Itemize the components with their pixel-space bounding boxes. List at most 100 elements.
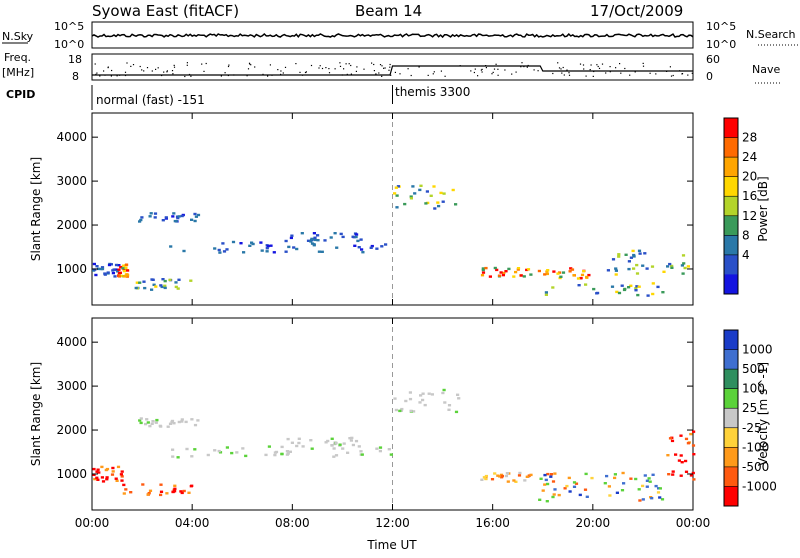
data-cell [631, 249, 635, 253]
data-cell [596, 291, 600, 295]
data-cell [574, 482, 579, 485]
data-cell [349, 439, 353, 442]
data-cell [169, 245, 173, 248]
data-cell [180, 491, 184, 495]
nave-point [325, 67, 327, 69]
nave-point [130, 65, 132, 67]
data-cell [182, 249, 186, 253]
nave-point [157, 67, 159, 69]
nave-point [609, 71, 611, 73]
data-cell [177, 278, 181, 281]
nave-point [163, 71, 165, 73]
data-cell [126, 269, 130, 272]
data-cell [100, 266, 105, 269]
data-cell [310, 242, 315, 245]
data-cell [553, 472, 557, 475]
data-cell [632, 267, 636, 270]
data-cell [638, 252, 642, 255]
nave-point [356, 66, 358, 68]
data-cell [295, 444, 299, 448]
colorbar-tick-label: -25 [742, 421, 762, 435]
nave-point [493, 68, 496, 70]
data-cell [624, 253, 628, 256]
data-cell [350, 436, 354, 440]
data-cell [259, 241, 263, 244]
data-cell [583, 488, 588, 491]
data-cell [174, 220, 178, 223]
data-cell [173, 487, 177, 490]
data-cell [148, 489, 153, 492]
data-cell [119, 274, 123, 277]
nave-point [99, 75, 101, 77]
data-cell [357, 246, 361, 249]
data-cell [680, 461, 684, 464]
data-cell [120, 475, 124, 478]
data-cell [93, 477, 97, 481]
data-cell [412, 410, 416, 413]
data-cell [396, 185, 400, 188]
nave-point [201, 63, 203, 65]
velocity-colorbar-label: Velocity [m s^-1] [756, 362, 770, 466]
data-cell [242, 251, 246, 254]
nave-point [384, 67, 386, 69]
data-cell [316, 234, 320, 237]
y-tick-label: 4000 [56, 130, 87, 144]
data-cell [161, 219, 165, 222]
nave-point [339, 62, 341, 64]
nave-point [520, 66, 522, 68]
data-cell [139, 421, 143, 425]
freq-label-1: Freq. [4, 51, 31, 64]
data-cell [289, 236, 293, 240]
data-cell [584, 283, 588, 286]
data-cell [681, 272, 685, 275]
colorbar-segment [724, 408, 738, 429]
beam-label: Beam 14 [355, 2, 422, 20]
data-cell [120, 470, 124, 473]
data-cell [565, 484, 569, 488]
data-cell [116, 465, 121, 469]
velocity-x-ticks: 00:00 04:00 08:00 12:00 16:00 20:00 00:00 [75, 113, 710, 530]
data-cell [105, 478, 109, 481]
freq-tick-bottom: 8 [72, 70, 79, 83]
data-cell [409, 197, 413, 200]
nave-point [348, 63, 350, 65]
data-cell [394, 408, 398, 412]
nave-point [249, 63, 251, 65]
data-cell [95, 476, 99, 479]
data-cell [514, 270, 518, 274]
nave-point [188, 73, 191, 76]
nave-point [299, 71, 301, 73]
data-cell [225, 446, 229, 449]
data-cell [679, 434, 683, 437]
data-cell [342, 442, 346, 445]
data-cell [193, 423, 198, 427]
data-cell [551, 495, 555, 499]
data-cell [617, 291, 622, 295]
data-cell [637, 488, 641, 491]
data-cell [541, 489, 545, 492]
data-cell [451, 188, 455, 192]
data-cell [125, 263, 129, 266]
data-cell [113, 275, 117, 278]
data-cell [217, 449, 221, 453]
nave-point [394, 71, 396, 73]
data-cell [138, 281, 142, 284]
nave-point [318, 67, 320, 69]
nave-point [161, 74, 163, 77]
nave-point [615, 67, 617, 69]
nave-point [407, 68, 409, 70]
data-cell [683, 266, 687, 270]
velocity-colorbar-label-text: Velocity [m s^-1] [756, 362, 770, 466]
y-tick-label: 2000 [56, 423, 87, 437]
colorbar-segment [724, 235, 738, 256]
data-cell [332, 447, 336, 450]
data-cell [387, 448, 391, 451]
data-cell [145, 418, 149, 421]
data-cell [689, 474, 693, 477]
data-cell [629, 284, 633, 287]
data-cell [424, 202, 428, 205]
data-cell [516, 268, 520, 271]
colorbar-tick-label: 28 [742, 131, 757, 145]
data-cell [96, 478, 100, 481]
cpid-normal: normal (fast) -151 [96, 93, 205, 107]
